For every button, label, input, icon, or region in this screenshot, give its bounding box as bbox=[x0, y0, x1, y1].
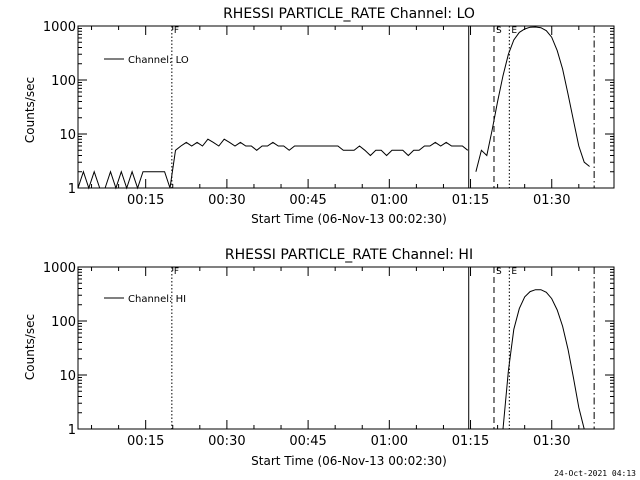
y-tick-group: 1 10 100 1000 bbox=[43, 20, 614, 197]
x-tick-group: 00:15 00:30 00:45 01:00 01:15 01:30 bbox=[91, 26, 580, 208]
y-tick-group: 1 10 100 1000 bbox=[43, 261, 614, 438]
series-line bbox=[77, 138, 469, 190]
legend-label: Channel: LO bbox=[128, 55, 189, 66]
series-group bbox=[502, 289, 585, 430]
y-tick-label: 10 bbox=[59, 369, 76, 384]
panel-hi: RHESSI PARTICLE_RATE Channel: HI Counts/… bbox=[23, 247, 615, 468]
y-tick-label: 100 bbox=[51, 315, 76, 330]
series-line bbox=[475, 26, 590, 172]
chart-title: RHESSI PARTICLE_RATE Channel: LO bbox=[223, 6, 475, 22]
x-axis-label: Start Time (06-Nov-13 00:02:30) bbox=[251, 454, 447, 468]
x-tick-group: 00:15 00:30 00:45 01:00 01:15 01:30 bbox=[91, 267, 580, 449]
x-tick-label: 01:15 bbox=[452, 434, 489, 449]
legend: Channel: HI bbox=[104, 294, 186, 305]
event-marker-label: F bbox=[174, 26, 179, 36]
event-marker-label: S bbox=[496, 26, 502, 36]
event-marker-label: E bbox=[511, 26, 517, 36]
x-tick-label: 00:15 bbox=[127, 193, 164, 208]
x-tick-label: 00:30 bbox=[208, 193, 245, 208]
event-marker-label: E bbox=[511, 267, 517, 277]
y-tick-label: 10 bbox=[59, 128, 76, 143]
x-tick-label: 01:00 bbox=[371, 193, 408, 208]
y-axis-label: Counts/sec bbox=[23, 77, 37, 143]
y-tick-label: 1 bbox=[68, 182, 76, 197]
series-group bbox=[77, 26, 590, 190]
x-axis-label: Start Time (06-Nov-13 00:02:30) bbox=[251, 212, 447, 226]
event-marker-label: S bbox=[496, 267, 502, 277]
x-tick-label: 01:00 bbox=[371, 434, 408, 449]
x-tick-label: 00:45 bbox=[289, 193, 326, 208]
y-tick-label: 1000 bbox=[43, 261, 76, 276]
y-tick-label: 1 bbox=[68, 423, 76, 438]
x-tick-label: 01:30 bbox=[533, 193, 570, 208]
x-tick-label: 00:45 bbox=[289, 434, 326, 449]
timestamp-label: 24-Oct-2021 04:13 bbox=[554, 469, 636, 478]
x-tick-label: 01:15 bbox=[452, 193, 489, 208]
x-tick-label: 00:15 bbox=[127, 434, 164, 449]
x-tick-label: 00:30 bbox=[208, 434, 245, 449]
y-tick-label: 100 bbox=[51, 74, 76, 89]
plot-frame bbox=[77, 25, 615, 189]
y-tick-label: 1000 bbox=[43, 20, 76, 35]
plot-frame bbox=[77, 266, 615, 430]
series-line bbox=[502, 289, 585, 430]
legend: Channel: LO bbox=[104, 55, 189, 66]
event-marker-label: F bbox=[174, 267, 179, 277]
panel-lo: RHESSI PARTICLE_RATE Channel: LO Counts/… bbox=[23, 6, 615, 226]
legend-label: Channel: HI bbox=[128, 294, 186, 305]
y-axis-label: Counts/sec bbox=[23, 314, 37, 380]
chart-title: RHESSI PARTICLE_RATE Channel: HI bbox=[225, 247, 473, 263]
x-tick-label: 01:30 bbox=[533, 434, 570, 449]
